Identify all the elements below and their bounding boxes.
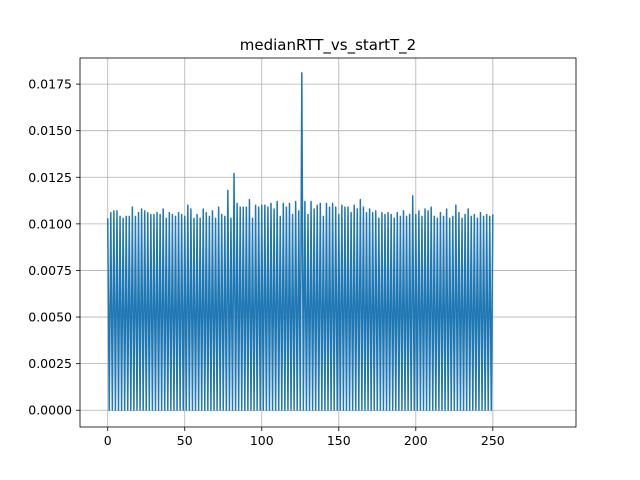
x-tick-label: 200 — [404, 433, 428, 448]
y-tick-label: 0.0075 — [28, 263, 72, 278]
y-tick-label: 0.0025 — [28, 356, 72, 371]
series-line — [106, 72, 494, 411]
y-tick-label: 0.0175 — [28, 77, 72, 92]
y-tick-label: 0.0125 — [28, 170, 72, 185]
y-tick-label: 0.0000 — [28, 403, 72, 418]
y-tick-label: 0.0050 — [28, 310, 72, 325]
y-axis: 0.0000 0.0025 0.0050 0.0075 0.0100 0.0125 0.01… — [28, 77, 80, 418]
x-tick-label: 50 — [177, 433, 193, 448]
plot-frame — [79, 57, 577, 428]
x-tick-label: 100 — [250, 433, 274, 448]
y-tick-label: 0.0100 — [28, 216, 72, 231]
x-tick-label: 150 — [327, 433, 351, 448]
chart-title: medianRTT_vs_startT_2 — [240, 36, 416, 55]
x-tick-label: 250 — [481, 433, 505, 448]
x-axis: 0 50 100 150 200 250 — [104, 427, 505, 448]
x-tick-label: 0 — [104, 433, 112, 448]
y-tick-label: 0.0150 — [28, 123, 72, 138]
series-layer — [106, 72, 494, 411]
